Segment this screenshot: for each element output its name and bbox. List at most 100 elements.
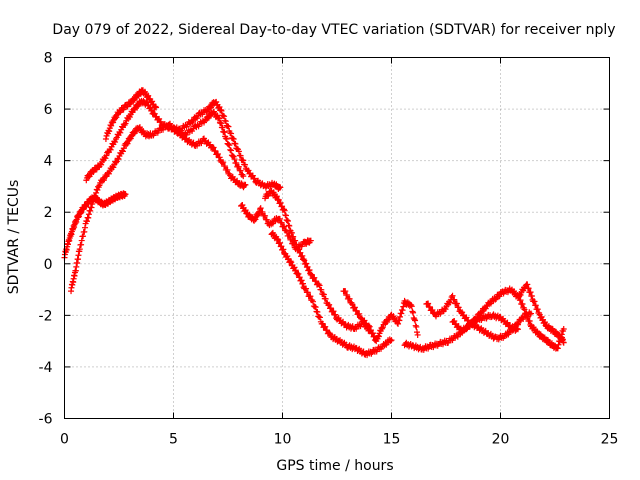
data-point <box>214 150 221 157</box>
data-point <box>315 281 322 288</box>
data-point <box>396 317 403 324</box>
data-point <box>220 159 227 166</box>
data-point <box>521 306 528 313</box>
data-point <box>126 114 133 121</box>
data-point <box>414 331 421 338</box>
data-point <box>558 331 565 338</box>
series-trace-b <box>68 120 249 295</box>
y-tick-label: 4 <box>44 154 53 170</box>
data-point <box>395 320 402 327</box>
data-point <box>112 139 119 146</box>
data-point <box>259 208 266 215</box>
data-point <box>115 156 122 163</box>
data-point <box>413 323 420 330</box>
y-tick-label: -6 <box>39 412 53 428</box>
data-point <box>319 320 326 327</box>
data-point <box>239 201 246 208</box>
data-point <box>218 120 225 127</box>
data-point <box>292 237 299 244</box>
data-point <box>346 295 353 302</box>
data-point <box>531 298 538 305</box>
y-tick-label: -4 <box>39 360 53 376</box>
data-point <box>528 293 535 300</box>
data-point <box>286 222 293 229</box>
data-point <box>342 288 349 295</box>
data-point <box>408 302 415 309</box>
data-point <box>300 256 307 263</box>
data-point <box>262 212 269 219</box>
data-point <box>275 196 282 203</box>
x-tick-label: 15 <box>383 432 401 448</box>
y-axis-label: SDTVAR / TECUs <box>6 180 22 295</box>
data-point <box>88 204 95 211</box>
data-point <box>327 305 334 312</box>
data-point <box>81 228 88 235</box>
series-trace-g <box>268 229 395 359</box>
data-point <box>525 285 532 292</box>
data-point <box>451 296 458 303</box>
data-point <box>314 309 321 316</box>
data-point <box>288 259 295 266</box>
data-point <box>526 318 533 325</box>
data-point <box>295 270 302 277</box>
data-point <box>368 327 375 334</box>
data-point <box>223 135 230 142</box>
data-point <box>516 293 523 300</box>
data-point <box>400 303 407 310</box>
data-point <box>330 308 337 315</box>
x-tick-label: 20 <box>492 432 510 448</box>
data-point <box>78 241 85 248</box>
data-point <box>277 184 284 191</box>
data-point <box>326 301 333 308</box>
data-point <box>212 147 219 154</box>
data-point <box>122 120 129 127</box>
data-point <box>303 285 310 292</box>
data-point <box>106 128 113 135</box>
data-point <box>426 303 433 310</box>
data-point <box>446 299 453 306</box>
y-tick-label: 0 <box>44 257 53 273</box>
data-point <box>291 264 298 271</box>
data-point <box>304 289 311 296</box>
data-point <box>555 341 562 348</box>
plot-frame <box>64 57 610 419</box>
data-point <box>112 159 119 166</box>
y-tick-label: 8 <box>44 51 53 67</box>
data-point <box>276 215 283 222</box>
data-point <box>105 170 112 177</box>
data-point <box>281 223 288 230</box>
data-point <box>387 337 394 344</box>
data-point <box>241 182 248 189</box>
data-point <box>301 257 308 264</box>
data-point <box>308 271 315 278</box>
data-point <box>320 291 327 298</box>
data-point <box>240 173 247 180</box>
data-point <box>425 300 432 307</box>
data-point <box>349 301 356 308</box>
series-trace-i <box>340 288 421 345</box>
data-point <box>281 249 288 256</box>
data-point <box>81 224 88 231</box>
data-point <box>231 156 238 163</box>
data-point <box>397 313 404 320</box>
data-point <box>216 115 223 122</box>
data-point <box>273 193 280 200</box>
data-point <box>541 319 548 326</box>
series-trace-m <box>514 293 567 352</box>
x-tick-label: 0 <box>60 432 69 448</box>
series-trace-f <box>238 201 314 253</box>
grid <box>64 57 610 419</box>
data-point <box>227 146 234 153</box>
data-point <box>322 295 329 302</box>
x-tick-label: 10 <box>274 432 292 448</box>
data-point <box>145 92 152 99</box>
data-point <box>453 300 460 307</box>
x-tick-label: 25 <box>601 432 619 448</box>
chart-title: Day 079 of 2022, Sidereal Day-to-day VTE… <box>52 22 615 38</box>
data-point <box>221 129 228 136</box>
data-point <box>326 330 333 337</box>
data-point <box>217 106 224 113</box>
data-point <box>76 246 83 253</box>
data-point <box>316 282 323 289</box>
